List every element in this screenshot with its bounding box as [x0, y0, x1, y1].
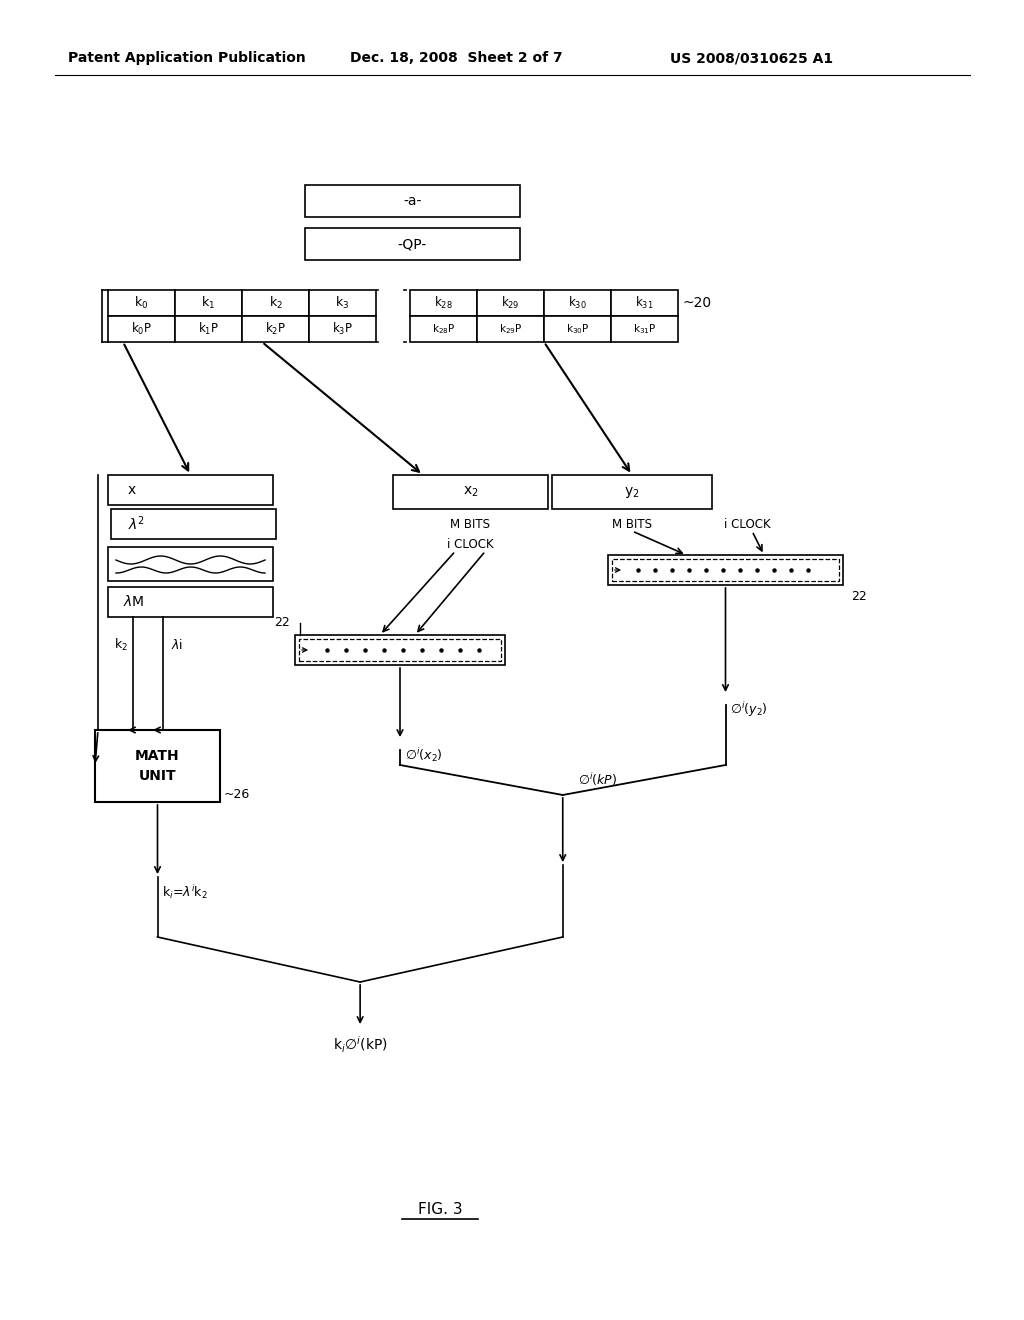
Text: ~20: ~20 — [683, 296, 712, 310]
Text: k$_{28}$P: k$_{28}$P — [432, 322, 456, 335]
Text: x$_2$: x$_2$ — [463, 484, 478, 499]
Text: k$_3$P: k$_3$P — [332, 321, 353, 337]
Text: k$_3$: k$_3$ — [336, 294, 349, 312]
Bar — [552, 475, 712, 510]
Text: k$_1$: k$_1$ — [202, 294, 215, 312]
Bar — [608, 554, 843, 585]
Text: $\lambda^2$: $\lambda^2$ — [128, 515, 145, 533]
Bar — [242, 315, 309, 342]
Text: US 2008/0310625 A1: US 2008/0310625 A1 — [670, 51, 834, 65]
Text: -QP-: -QP- — [398, 238, 427, 251]
Text: M BITS: M BITS — [451, 519, 490, 532]
Text: $\lambda$i: $\lambda$i — [171, 638, 183, 652]
Text: k$_{29}$P: k$_{29}$P — [499, 322, 522, 335]
Text: k$_2$: k$_2$ — [268, 294, 283, 312]
Bar — [477, 290, 544, 315]
Text: $\emptyset^i(x_2)$: $\emptyset^i(x_2)$ — [406, 746, 442, 764]
Bar — [299, 639, 501, 661]
Text: k$_{28}$: k$_{28}$ — [434, 294, 453, 312]
Text: y$_2$: y$_2$ — [625, 484, 640, 499]
Text: $\lambda$M: $\lambda$M — [123, 594, 144, 610]
Text: Patent Application Publication: Patent Application Publication — [68, 51, 306, 65]
Text: k$_i\emptyset^i$(kP): k$_i\emptyset^i$(kP) — [333, 1035, 387, 1055]
Bar — [611, 290, 678, 315]
Text: x: x — [128, 483, 136, 498]
Bar — [544, 290, 611, 315]
Text: k$_{31}$P: k$_{31}$P — [633, 322, 656, 335]
Bar — [393, 475, 548, 510]
Text: k$_2$P: k$_2$P — [265, 321, 286, 337]
Bar — [612, 558, 839, 581]
Text: $\emptyset^i(kP)$: $\emptyset^i(kP)$ — [578, 772, 617, 788]
Text: k$_1$P: k$_1$P — [198, 321, 219, 337]
Bar — [410, 290, 477, 315]
Text: k$_{29}$: k$_{29}$ — [501, 294, 520, 312]
Bar — [95, 730, 220, 803]
Text: FIG. 3: FIG. 3 — [418, 1203, 462, 1217]
Text: MATH: MATH — [135, 748, 180, 763]
Bar — [108, 546, 273, 581]
Text: k$_{31}$: k$_{31}$ — [635, 294, 653, 312]
Text: 22: 22 — [851, 590, 866, 603]
Bar — [611, 315, 678, 342]
Text: i CLOCK: i CLOCK — [447, 539, 494, 552]
Bar — [544, 315, 611, 342]
Bar — [108, 290, 175, 315]
Text: 22: 22 — [274, 616, 290, 630]
Bar — [111, 510, 276, 539]
Text: k$_0$P: k$_0$P — [131, 321, 153, 337]
Text: UNIT: UNIT — [138, 770, 176, 783]
Text: k$_i$=$\lambda^i$k$_2$: k$_i$=$\lambda^i$k$_2$ — [163, 883, 208, 902]
Text: M BITS: M BITS — [612, 519, 652, 532]
Bar — [477, 315, 544, 342]
Bar — [175, 290, 242, 315]
Bar — [305, 228, 520, 260]
Text: i CLOCK: i CLOCK — [724, 519, 771, 532]
Bar — [242, 290, 309, 315]
Text: k$_{30}$: k$_{30}$ — [568, 294, 587, 312]
Text: k$_2$: k$_2$ — [114, 638, 128, 653]
Bar — [410, 315, 477, 342]
Bar — [295, 635, 505, 665]
Text: $\emptyset^i(y_2)$: $\emptyset^i(y_2)$ — [730, 701, 768, 719]
Bar — [108, 315, 175, 342]
Text: -a-: -a- — [403, 194, 422, 209]
Bar — [108, 475, 273, 506]
Bar — [305, 185, 520, 216]
Bar — [309, 315, 376, 342]
Text: Dec. 18, 2008  Sheet 2 of 7: Dec. 18, 2008 Sheet 2 of 7 — [350, 51, 562, 65]
Bar — [175, 315, 242, 342]
Bar — [309, 290, 376, 315]
Text: ~26: ~26 — [224, 788, 250, 800]
Text: k$_0$: k$_0$ — [134, 294, 148, 312]
Text: k$_{30}$P: k$_{30}$P — [565, 322, 589, 335]
Bar — [108, 587, 273, 616]
